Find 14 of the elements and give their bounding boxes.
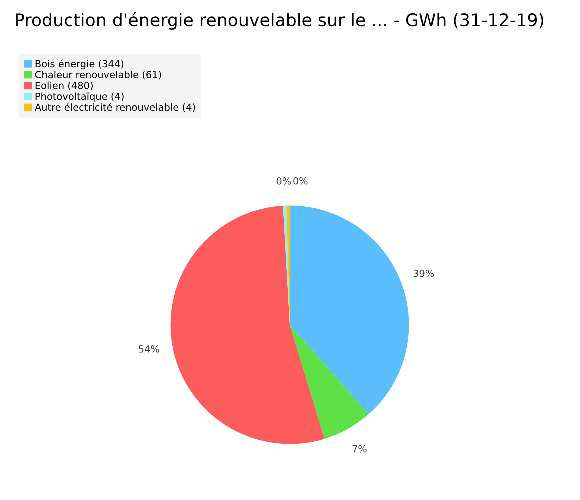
legend-label: Chaleur renouvelable (61) xyxy=(35,70,162,80)
data-label: 7% xyxy=(352,445,367,453)
legend-label: Eolien (480) xyxy=(36,82,93,91)
legend-label: Autre électricité renouvelable (4) xyxy=(34,103,196,112)
data-label: 54% xyxy=(139,346,160,353)
pie-slice xyxy=(170,206,325,444)
data-label: 0% xyxy=(276,178,292,185)
data-label: 39% xyxy=(414,270,434,278)
pie-slice xyxy=(290,325,369,440)
pie-slice xyxy=(290,206,410,414)
chart-title: Production d'énergie renouvelable sur le ... - GWh (31-12-19) xyxy=(16,12,544,30)
legend-label: Bois énergie (344) xyxy=(36,60,124,70)
data-label: 0% xyxy=(294,177,308,185)
legend-label: Photovoltaïque (4) xyxy=(36,92,124,102)
